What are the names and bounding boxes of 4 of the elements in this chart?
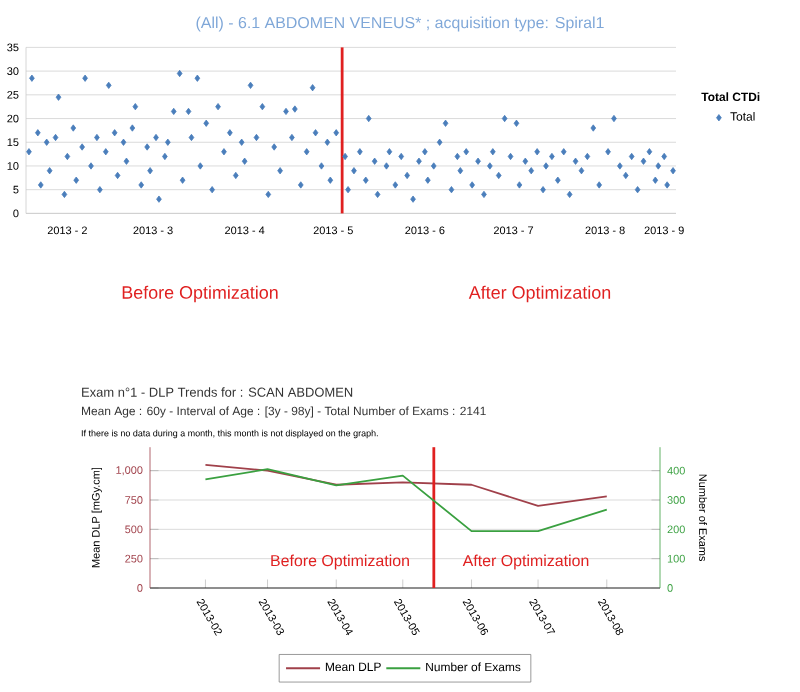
line-series (204, 463, 608, 507)
text: Before Optimization (122, 285, 278, 303)
line-series (204, 468, 608, 532)
text: After Optimization (468, 285, 611, 303)
